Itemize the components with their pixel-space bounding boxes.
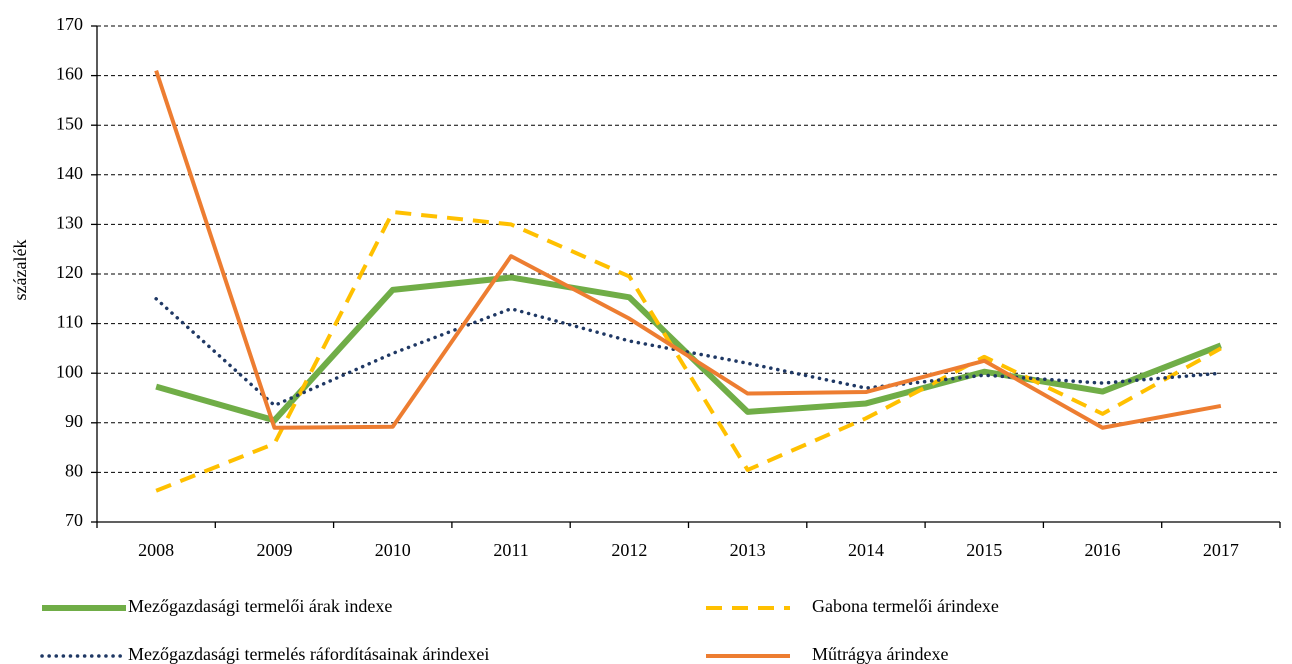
y-tick-label: 100: [56, 361, 83, 381]
series-line: [154, 297, 1223, 408]
y-axis-label: százalék: [10, 240, 30, 301]
y-tick-label: 90: [65, 411, 83, 431]
y-tick-label: 130: [56, 213, 83, 233]
x-tick-label: 2017: [1203, 540, 1239, 560]
y-tick-label: 110: [57, 312, 83, 332]
legend-label: Mezőgazdasági termelői árak indexe: [128, 596, 392, 616]
series-line: [154, 70, 1222, 430]
x-tick-label: 2013: [730, 540, 766, 560]
x-tick-label: 2010: [375, 540, 411, 560]
y-tick-label: 160: [56, 64, 83, 84]
y-tick-label: 140: [56, 163, 83, 183]
legend-label: Gabona termelői árindexe: [812, 596, 999, 616]
y-tick-label: 170: [56, 14, 83, 34]
y-tick-label: 80: [65, 461, 83, 481]
legend-label: Mezőgazdasági termelés ráfordításainak á…: [128, 644, 489, 664]
x-tick-label: 2009: [256, 540, 292, 560]
legend-label: Műtrágya árindexe: [812, 644, 948, 664]
y-tick-label: 150: [56, 113, 83, 133]
x-tick-label: 2015: [966, 540, 1002, 560]
x-tick-label: 2008: [138, 540, 174, 560]
x-tick-label: 2011: [493, 540, 528, 560]
x-tick-label: 2014: [848, 540, 884, 560]
x-tick-label: 2012: [611, 540, 647, 560]
y-tick-label: 120: [56, 262, 83, 282]
series-line: [155, 274, 1222, 424]
y-tick-label: 70: [65, 510, 83, 530]
x-tick-label: 2016: [1085, 540, 1121, 560]
